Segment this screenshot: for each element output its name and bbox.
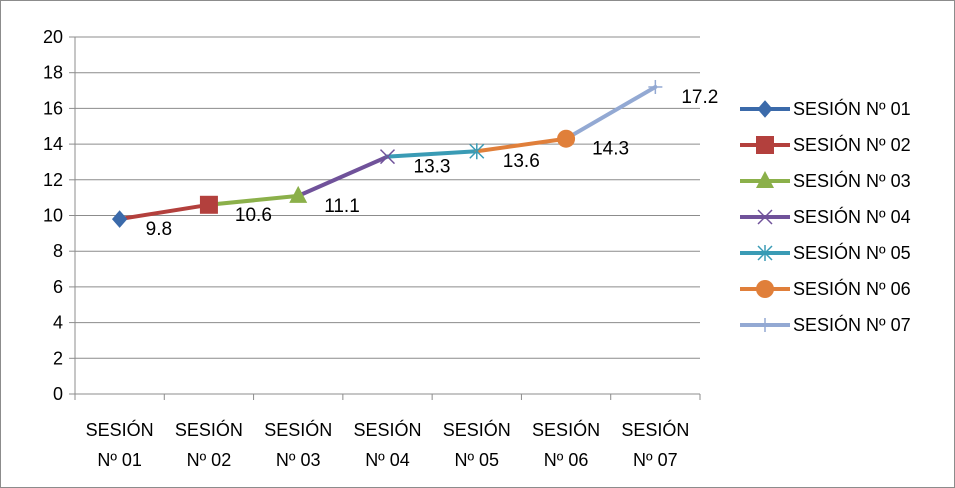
x-tick-label: Nº 04 bbox=[365, 450, 410, 470]
legend-label: SESIÓN Nº 04 bbox=[793, 206, 911, 227]
y-tick-label: 20 bbox=[43, 27, 63, 47]
legend-item: SESIÓN Nº 03 bbox=[740, 170, 911, 191]
legend-item: SESIÓN Nº 01 bbox=[740, 98, 911, 119]
legend-label: SESIÓN Nº 02 bbox=[793, 134, 911, 155]
legend-item: SESIÓN Nº 06 bbox=[740, 278, 911, 299]
data-labels: 9.8 10.6 11.1 13.3 13.6 14.3 17.2 bbox=[146, 87, 719, 240]
x-tick-label: Nº 02 bbox=[187, 450, 232, 470]
x-tick-label: Nº 05 bbox=[454, 450, 499, 470]
legend-item: SESIÓN Nº 04 bbox=[740, 206, 911, 227]
x-axis-ticks: SESIÓN Nº 01 SESIÓN Nº 02 SESIÓN Nº 03 SESIÓN N… bbox=[75, 394, 700, 470]
series-line bbox=[298, 157, 387, 196]
legend-label: SESIÓN Nº 05 bbox=[793, 242, 911, 263]
series-line bbox=[477, 139, 566, 151]
x-tick-label: SESIÓN bbox=[443, 419, 511, 440]
x-tick-label: Nº 06 bbox=[544, 450, 589, 470]
data-point-marker bbox=[200, 196, 218, 214]
gridlines bbox=[75, 37, 700, 358]
x-tick-label: SESIÓN bbox=[86, 419, 154, 440]
legend-marker bbox=[758, 318, 772, 332]
legend-marker bbox=[758, 101, 772, 117]
y-tick-label: 4 bbox=[53, 313, 63, 333]
y-tick-label: 16 bbox=[43, 98, 63, 118]
y-tick-label: 2 bbox=[53, 348, 63, 368]
y-tick-label: 10 bbox=[43, 206, 63, 226]
x-tick-label: SESIÓN bbox=[175, 419, 243, 440]
data-label: 17.2 bbox=[681, 87, 718, 108]
legend-item: SESIÓN Nº 07 bbox=[740, 314, 911, 335]
data-point-marker bbox=[113, 211, 127, 227]
y-tick-label: 12 bbox=[43, 170, 63, 190]
legend-marker bbox=[756, 280, 774, 298]
x-tick-label: SESIÓN bbox=[264, 419, 332, 440]
y-tick-label: 18 bbox=[43, 63, 63, 83]
x-tick-label: SESIÓN bbox=[621, 419, 689, 440]
data-label: 11.1 bbox=[324, 196, 360, 217]
legend-label: SESIÓN Nº 07 bbox=[793, 314, 911, 335]
legend-label: SESIÓN Nº 06 bbox=[793, 278, 911, 299]
legend-item: SESIÓN Nº 05 bbox=[740, 242, 911, 263]
legend-item: SESIÓN Nº 02 bbox=[740, 134, 911, 155]
legend-label: SESIÓN Nº 03 bbox=[793, 170, 911, 191]
series-line bbox=[120, 205, 209, 219]
legend-marker bbox=[756, 136, 774, 154]
series-line bbox=[566, 87, 655, 139]
data-label: 13.3 bbox=[414, 157, 451, 178]
x-tick-label: SESIÓN bbox=[532, 419, 600, 440]
data-label: 13.6 bbox=[503, 151, 540, 172]
data-label: 9.8 bbox=[146, 219, 172, 240]
x-tick-label: Nº 01 bbox=[97, 450, 142, 470]
y-tick-label: 8 bbox=[53, 241, 63, 261]
x-tick-label: Nº 07 bbox=[633, 450, 678, 470]
data-label: 10.6 bbox=[235, 205, 272, 226]
legend-label: SESIÓN Nº 01 bbox=[793, 98, 911, 119]
data-point-marker bbox=[557, 130, 575, 148]
y-tick-label: 14 bbox=[43, 134, 63, 154]
y-tick-label: 0 bbox=[53, 384, 63, 404]
x-tick-label: Nº 03 bbox=[276, 450, 321, 470]
y-tick-label: 6 bbox=[53, 277, 63, 297]
y-axis-ticks: 0 2 4 6 8 10 12 14 16 18 20 bbox=[43, 27, 75, 404]
series-line bbox=[209, 196, 298, 205]
data-label: 14.3 bbox=[592, 139, 629, 160]
legend: SESIÓN Nº 01 SESIÓN Nº 02 SESIÓN Nº 03 SESI… bbox=[740, 98, 911, 335]
x-tick-label: SESIÓN bbox=[353, 419, 421, 440]
